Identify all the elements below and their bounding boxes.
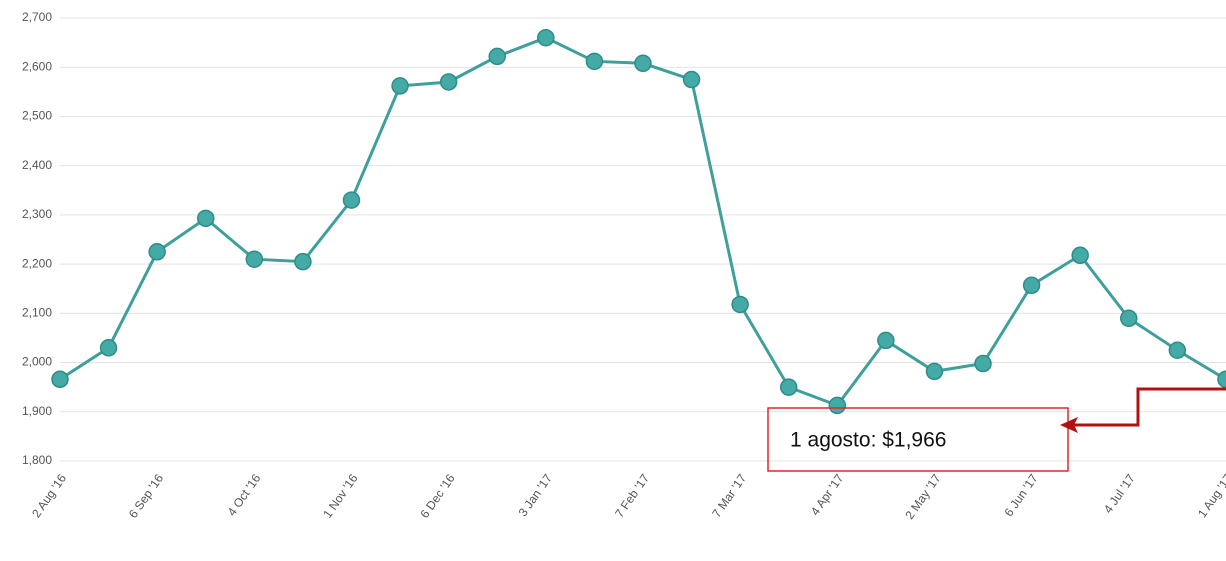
point: [1168, 341, 1187, 359]
point: [488, 47, 506, 66]
point: [634, 54, 652, 73]
point: [196, 209, 215, 228]
point: [974, 354, 992, 373]
y-tick-label: 2,500: [22, 109, 52, 123]
point: [682, 70, 701, 89]
y-tick-label: 2,100: [22, 306, 52, 320]
point: [148, 243, 166, 261]
annotation-arrow: [1068, 387, 1226, 427]
y-tick-label: 1,900: [22, 404, 52, 418]
x-tick-label: 7 Mar '17: [709, 471, 749, 520]
y-tick-label: 2,700: [22, 10, 52, 24]
point: [1071, 246, 1089, 265]
point: [877, 331, 895, 350]
y-tick-label: 2,200: [22, 256, 52, 270]
x-tick-label: 6 Dec '16: [417, 471, 458, 521]
point: [391, 77, 409, 95]
point: [439, 73, 458, 91]
point: [731, 295, 749, 314]
y-tick-label: 2,000: [22, 355, 52, 369]
point: [294, 252, 312, 271]
x-tick-label: 4 Apr '17: [808, 471, 847, 518]
x-tick-label: 4 Jul '17: [1101, 471, 1138, 516]
point: [585, 52, 604, 71]
x-tick-label: 1 Nov '16: [320, 471, 361, 521]
x-tick-label: 7 Feb '17: [612, 471, 652, 520]
point: [925, 362, 944, 381]
y-tick-label: 2,300: [22, 207, 52, 221]
line: [59, 36, 1226, 408]
point: [537, 28, 555, 47]
x-tick-label: 6 Jun '17: [1001, 471, 1040, 519]
plot: [51, 28, 1226, 415]
x-tick-label: 2 May '17: [902, 471, 943, 522]
point: [342, 191, 361, 209]
point: [51, 370, 69, 389]
x-tick-label: 6 Sep '16: [126, 471, 167, 521]
x-tick-label: 3 Jan '17: [516, 471, 555, 519]
point: [99, 339, 118, 357]
point: [245, 250, 264, 268]
annotation-box: [767, 407, 1069, 472]
point: [1022, 276, 1041, 295]
y-tick-label: 2,400: [22, 158, 52, 172]
y-tick-label: 2,600: [22, 59, 52, 73]
x-tick-label: 1 Aug '17: [1195, 471, 1226, 520]
point: [828, 396, 847, 415]
arrow-head: [1060, 417, 1078, 433]
x-tick-label: 4 Oct '16: [225, 471, 264, 518]
annotation: 1 agosto: $1,966: [790, 429, 946, 452]
x-tick-label: 2 Aug '16: [29, 471, 69, 520]
y-tick-label: 1,800: [22, 453, 52, 467]
grid: 1,800 1,900 2,000 2,100 2,200 2,300 2,400 2,500…: [22, 10, 1226, 522]
point: [1120, 309, 1138, 328]
point: [779, 378, 798, 396]
